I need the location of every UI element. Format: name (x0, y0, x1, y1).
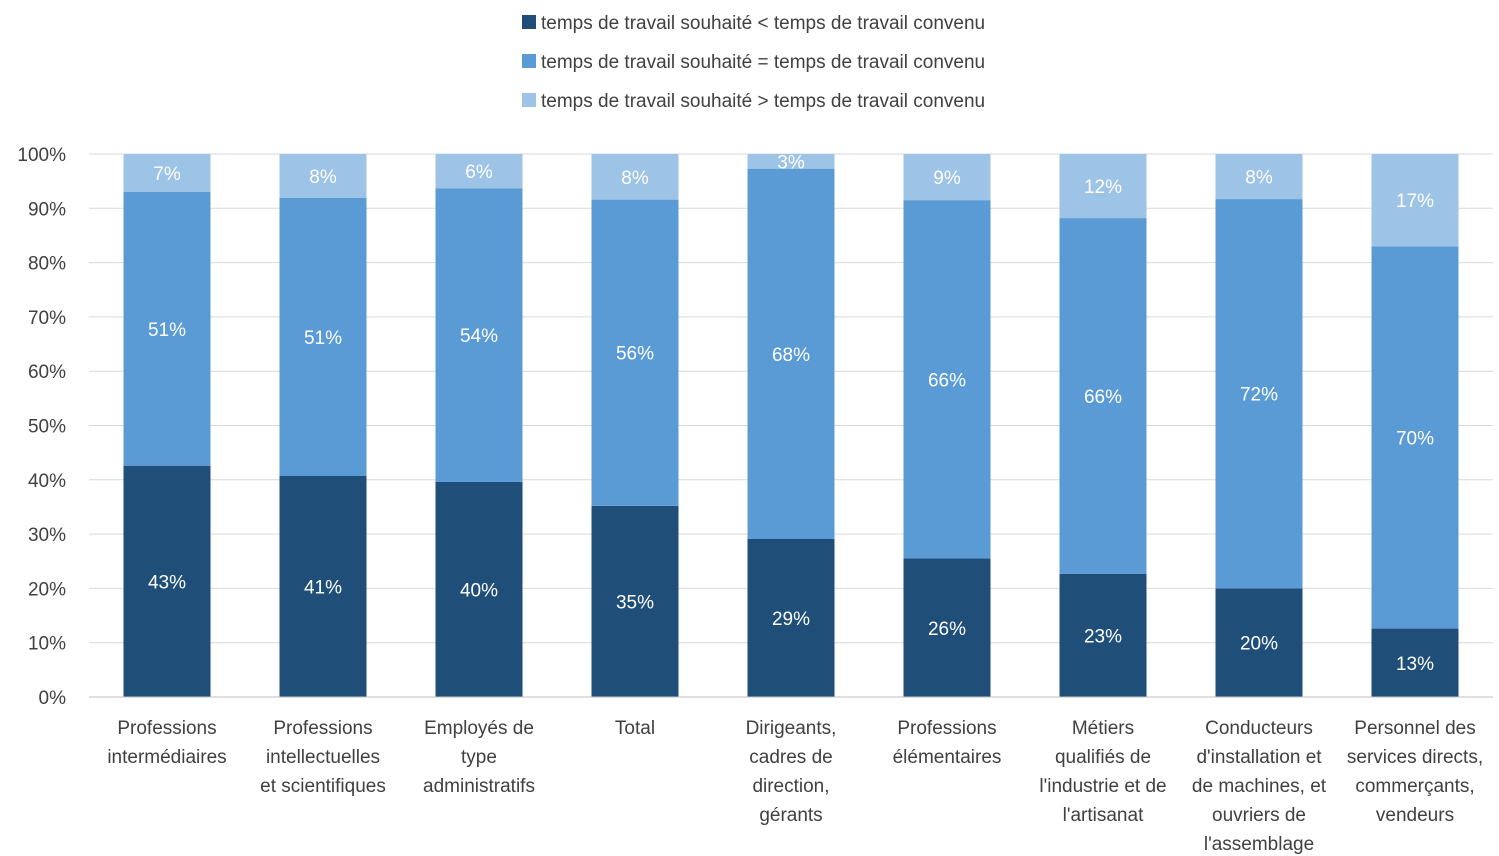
bar-segment (123, 154, 211, 193)
data-label: 8% (621, 168, 649, 189)
bar-segment (903, 200, 991, 559)
data-label: 3% (777, 152, 805, 173)
data-label: 20% (1240, 634, 1278, 655)
bar-segment (1371, 628, 1459, 697)
y-tick-label: 60% (28, 362, 66, 383)
bar-segment (279, 475, 367, 697)
data-label: 35% (616, 592, 654, 613)
bar-group: 13% 70% 17% (1371, 154, 1459, 697)
y-tick-label: 100% (17, 145, 66, 166)
y-tick-label: 30% (28, 525, 66, 546)
data-label: 9% (933, 168, 961, 189)
bar-group: 35% 56% 8% (591, 154, 679, 697)
bar-segment (747, 538, 835, 697)
x-category-label: Employés de type administratifs (423, 718, 535, 797)
y-tick-label: 50% (28, 417, 66, 438)
data-label: 43% (148, 572, 186, 593)
bar-segment (1371, 154, 1459, 247)
bar-segment (435, 481, 523, 697)
bar-group: 29% 68% 3% (747, 152, 835, 697)
data-label: 66% (928, 370, 966, 391)
x-category-label: Professions élémentaires (893, 718, 1002, 768)
data-label: 12% (1084, 177, 1122, 198)
x-category-label: Professions intellectuelles et scientifiqu… (260, 718, 386, 797)
bar-segment (435, 154, 523, 189)
legend-label: temps de travail souhaité = temps de tra… (541, 52, 985, 73)
x-category-label: Total (615, 718, 655, 739)
bar-segment (123, 465, 211, 697)
bar-segment (1215, 199, 1303, 589)
bar-segment (1059, 154, 1147, 219)
bars: 43% 51% 7% 41% 51% 8% 40% 54% 6% 35% 56% 8% 29% 68% 3%… (123, 152, 1459, 697)
bar-segment (1059, 573, 1147, 697)
y-axis: 0% 10% 20% 30% 40% 50% 60% 70% 80% 90% 100% (17, 145, 66, 709)
bar-segment (435, 188, 523, 482)
bar-group: 20% 72% 8% (1215, 154, 1303, 697)
bar-segment (1215, 154, 1303, 200)
data-label: 66% (1084, 387, 1122, 408)
bar-segment (747, 154, 835, 169)
bar-group: 41% 51% 8% (279, 154, 367, 697)
data-label: 72% (1240, 385, 1278, 406)
data-label: 13% (1396, 654, 1434, 675)
y-tick-label: 10% (28, 634, 66, 655)
legend-swatch (522, 15, 536, 29)
data-label: 29% (772, 609, 810, 630)
bar-segment (591, 505, 679, 697)
bar-group: 23% 66% 12% (1059, 154, 1147, 697)
bar-segment (747, 168, 835, 539)
data-label: 7% (153, 164, 181, 185)
bar-segment (1059, 218, 1147, 574)
data-label: 51% (148, 320, 186, 341)
bar-segment (1371, 246, 1459, 629)
legend-label: temps de travail souhaité < temps de tra… (541, 13, 985, 34)
bar-segment (591, 199, 679, 506)
data-label: 6% (465, 162, 493, 183)
bar-segment (123, 192, 211, 466)
x-category-label: Professions intermédiaires (107, 718, 226, 768)
bar-group: 26% 66% 9% (903, 154, 991, 697)
bar-segment (903, 558, 991, 697)
x-category-label: Dirigeants, cadres de direction, gérants (746, 718, 837, 826)
legend-label: temps de travail souhaité > temps de tra… (541, 91, 985, 112)
x-category-label: Personnel des services directs, commerçant… (1347, 718, 1483, 826)
y-tick-label: 40% (28, 471, 66, 492)
x-category-label: Conducteurs d'installation et de machines,… (1192, 718, 1327, 855)
bar-segment (279, 154, 367, 198)
bar-group: 40% 54% 6% (435, 154, 523, 697)
data-label: 68% (772, 345, 810, 366)
data-label: 26% (928, 619, 966, 640)
data-label: 23% (1084, 626, 1122, 647)
data-label: 56% (616, 344, 654, 365)
legend: temps de travail souhaité < temps de tra… (522, 13, 985, 112)
bar-segment (1215, 588, 1303, 697)
bar-group: 43% 51% 7% (123, 154, 211, 697)
y-tick-label: 90% (28, 199, 66, 220)
data-label: 8% (1245, 168, 1273, 189)
bar-segment (279, 197, 367, 476)
data-label: 70% (1396, 428, 1434, 449)
x-axis: Professions intermédiaires Professions inte… (89, 696, 1493, 855)
y-tick-label: 70% (28, 308, 66, 329)
y-tick-label: 80% (28, 254, 66, 275)
data-label: 54% (460, 326, 498, 347)
data-label: 8% (309, 167, 337, 188)
data-label: 17% (1396, 191, 1434, 212)
y-tick-label: 20% (28, 579, 66, 600)
bar-segment (903, 154, 991, 201)
data-label: 41% (304, 577, 342, 598)
y-tick-label: 0% (39, 688, 67, 709)
bar-segment (591, 154, 679, 200)
legend-swatch (522, 54, 536, 68)
legend-swatch (522, 93, 536, 107)
x-category-label: Métiers qualifiés de l'industrie et de l'ar… (1039, 718, 1166, 826)
data-label: 51% (304, 328, 342, 349)
data-label: 40% (460, 580, 498, 601)
